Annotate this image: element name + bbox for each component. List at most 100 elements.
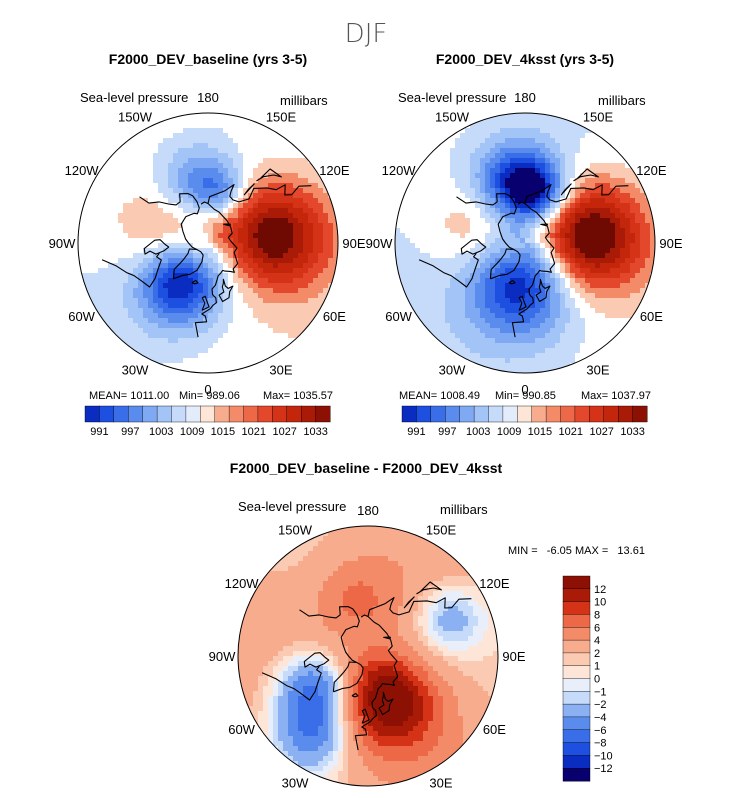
- field-cell: [138, 263, 144, 269]
- field-cell: [143, 233, 149, 239]
- field-cell: [500, 188, 506, 194]
- field-cell: [133, 218, 139, 224]
- field-cell: [630, 233, 636, 239]
- field-cell: [425, 313, 431, 319]
- field-cell: [218, 368, 224, 373]
- field-cell: [425, 288, 431, 294]
- field-cell: [223, 203, 229, 209]
- field-cell: [308, 283, 314, 289]
- field-cell: [208, 368, 214, 373]
- field-cell: [168, 203, 174, 209]
- field-cell: [560, 148, 566, 154]
- field-cell: [238, 283, 244, 289]
- field-cell: [228, 353, 234, 359]
- field-cell: [273, 343, 279, 349]
- field-cell: [440, 178, 446, 184]
- field-cell: [475, 193, 481, 199]
- field-cell: [208, 163, 214, 169]
- field-cell: [378, 526, 384, 532]
- field-cell: [298, 153, 304, 159]
- field-cell: [388, 566, 394, 572]
- field-cell: [193, 328, 199, 334]
- field-cell: [480, 213, 486, 219]
- field-cell: [188, 318, 194, 324]
- field-cell: [490, 243, 496, 249]
- field-cell: [635, 188, 641, 194]
- field-cell: [103, 288, 109, 294]
- field-cell: [440, 218, 446, 224]
- field-cell: [308, 566, 314, 572]
- field-cell: [510, 138, 516, 144]
- field-cell: [278, 328, 284, 334]
- field-cell: [620, 333, 626, 339]
- field-cell: [540, 213, 546, 219]
- field-cell: [93, 193, 99, 199]
- field-cell: [423, 561, 429, 567]
- field-cell: [143, 138, 149, 144]
- field-cell: [425, 303, 431, 309]
- field-cell: [430, 258, 436, 264]
- field-cell: [148, 188, 154, 194]
- field-cell: [213, 228, 219, 234]
- field-cell: [535, 258, 541, 264]
- field-cell: [465, 173, 471, 179]
- field-cell: [213, 358, 219, 364]
- field-cell: [253, 193, 259, 199]
- field-cell: [600, 158, 606, 164]
- field-cell: [193, 228, 199, 234]
- field-cell: [243, 203, 249, 209]
- field-cell: [415, 298, 421, 304]
- field-cell: [400, 238, 406, 244]
- field-cell: [555, 193, 561, 199]
- field-cell: [510, 148, 516, 154]
- field-cell: [388, 541, 394, 547]
- field-cell: [490, 263, 496, 269]
- field-cell: [450, 303, 456, 309]
- field-cell: [138, 218, 144, 224]
- field-cell: [128, 253, 134, 259]
- field-cell: [253, 323, 259, 329]
- field-cell: [555, 248, 561, 254]
- field-cell: [183, 158, 189, 164]
- field-cell: [128, 228, 134, 234]
- field-cell: [193, 243, 199, 249]
- field-cell: [243, 148, 249, 154]
- field-cell: [238, 238, 244, 244]
- field-cell: [535, 298, 541, 304]
- field-cell: [530, 218, 536, 224]
- field-cell: [410, 273, 416, 279]
- field-cell: [368, 526, 374, 532]
- field-cell: [550, 128, 556, 134]
- field-cell: [273, 233, 279, 239]
- field-cell: [540, 318, 546, 324]
- field-cell: [218, 313, 224, 319]
- field-cell: [505, 248, 511, 254]
- field-cell: [600, 323, 606, 329]
- field-cell: [228, 283, 234, 289]
- field-cell: [450, 288, 456, 294]
- longitude-label: 90W: [49, 236, 76, 251]
- field-cell: [228, 208, 234, 214]
- field-cell: [455, 133, 461, 139]
- field-cell: [445, 168, 451, 174]
- field-cell: [485, 148, 491, 154]
- field-cell: [570, 153, 576, 159]
- field-cell: [570, 288, 576, 294]
- field-cell: [470, 298, 476, 304]
- field-cell: [78, 218, 84, 224]
- field-cell: [505, 318, 511, 324]
- field-cell: [198, 168, 204, 174]
- field-cell: [405, 243, 411, 249]
- field-cell: [460, 243, 466, 249]
- field-cell: [490, 118, 496, 124]
- field-cell: [143, 248, 149, 254]
- field-cell: [565, 368, 571, 373]
- field-cell: [198, 253, 204, 259]
- field-cell: [78, 248, 84, 254]
- field-cell: [475, 298, 481, 304]
- field-cell: [495, 338, 501, 344]
- field-cell: [278, 198, 284, 204]
- field-cell: [570, 273, 576, 279]
- field-cell: [203, 208, 209, 214]
- field-cell: [430, 243, 436, 249]
